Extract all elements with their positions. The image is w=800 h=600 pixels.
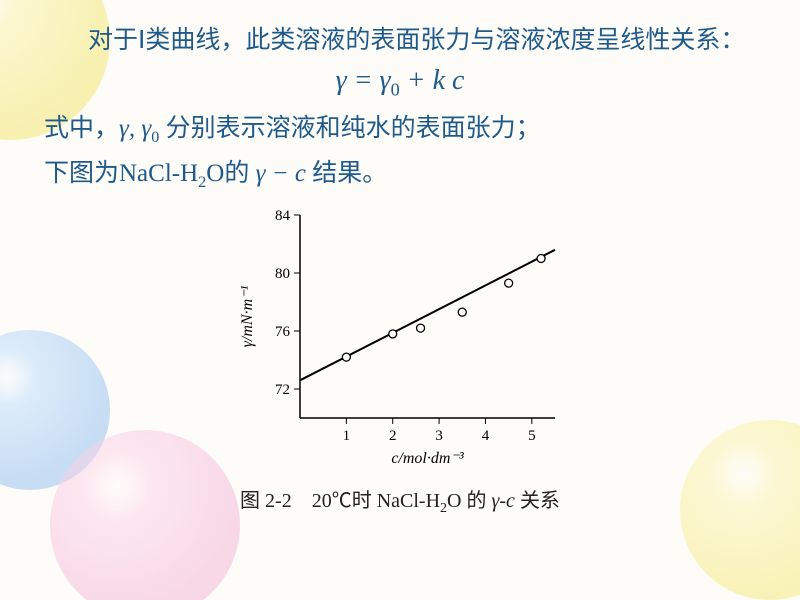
svg-text:c/mol·dm⁻³: c/mol·dm⁻³ xyxy=(391,450,464,467)
text: 下图为NaCl-H xyxy=(44,160,198,187)
explanation-line-1: 式中，γ, γ0 分别表示溶液和纯水的表面张力； xyxy=(44,110,762,150)
chart: 1 2 3 4 5 72 76 80 84 c/mol·dm⁻³ γ/mN·m⁻¹ xyxy=(230,203,570,473)
caption-sub: 2 xyxy=(440,501,447,516)
svg-text:5: 5 xyxy=(528,428,536,444)
svg-text:84: 84 xyxy=(275,208,291,224)
svg-text:1: 1 xyxy=(343,428,351,444)
svg-text:3: 3 xyxy=(435,428,443,444)
svg-text:72: 72 xyxy=(275,382,290,398)
caption-text: O 的 xyxy=(447,490,491,512)
figure-caption: 图 2-2 20℃时 NaCl-H2O 的 γ-c 关系 xyxy=(38,484,762,517)
caption-symbol: γ-c xyxy=(491,490,514,512)
figure: 1 2 3 4 5 72 76 80 84 c/mol·dm⁻³ γ/mN·m⁻¹ 图 2-2 20… xyxy=(38,203,762,517)
explanation-line-2: 下图为NaCl-H2O的 γ − c 结果。 xyxy=(44,155,762,195)
caption-text: 关系 xyxy=(515,490,560,512)
slide-content: 对于Ⅰ类曲线，此类溶液的表面张力与溶液浓度呈线性关系： γ = γ0 + k c… xyxy=(0,0,800,517)
svg-text:4: 4 xyxy=(482,428,490,444)
caption-text: 图 2-2 20℃时 NaCl-H xyxy=(240,490,440,512)
symbol-gamma-c: γ − c xyxy=(256,160,306,187)
svg-text:80: 80 xyxy=(275,266,290,282)
text: 分别表示溶液和纯水的表面张力； xyxy=(159,115,540,142)
text: O的 xyxy=(206,160,255,187)
svg-text:76: 76 xyxy=(275,324,291,340)
symbol-gamma-gamma0: γ, γ xyxy=(119,115,151,142)
text: 式中， xyxy=(44,115,119,142)
svg-text:2: 2 xyxy=(389,428,397,444)
svg-text:γ/mN·m⁻¹: γ/mN·m⁻¹ xyxy=(239,285,256,347)
intro-paragraph: 对于Ⅰ类曲线，此类溶液的表面张力与溶液浓度呈线性关系： xyxy=(38,22,762,61)
equation: γ = γ0 + k c xyxy=(38,65,762,101)
text: 结果。 xyxy=(306,160,387,187)
